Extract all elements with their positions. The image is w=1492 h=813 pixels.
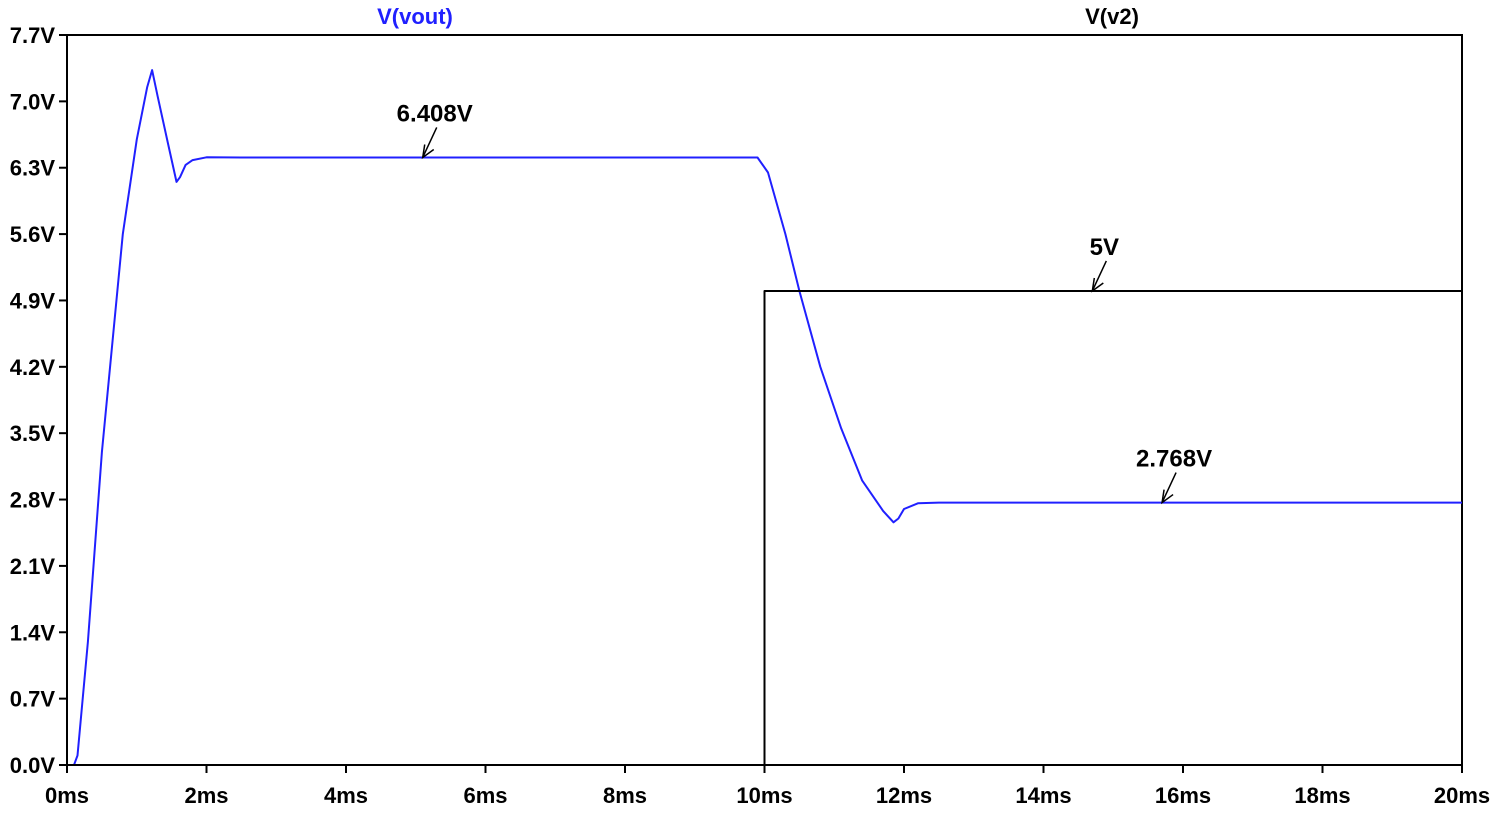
y-axis: 0.0V 0.7V 1.4V 2.1V 2.8V 3.5V 4.2V 4.9V 5.6V 6.3V…: [10, 23, 67, 778]
x-tick-label: 14ms: [1015, 783, 1071, 808]
annotation-arrowhead: [421, 144, 435, 160]
annotation-label: 6.408V: [397, 100, 473, 127]
y-tick-label: 3.5V: [10, 421, 56, 446]
annotation-arrow: [1161, 472, 1177, 503]
x-tick-label: 12ms: [876, 783, 932, 808]
x-tick-label: 2ms: [184, 783, 228, 808]
y-tick-label: 5.6V: [10, 222, 56, 247]
legend-series-v2[interactable]: V(v2): [1085, 4, 1139, 29]
annotation-arrow: [422, 127, 438, 158]
y-tick-label: 6.3V: [10, 156, 56, 181]
x-tick-label: 10ms: [736, 783, 792, 808]
x-tick-label: 16ms: [1155, 783, 1211, 808]
y-tick-label: 2.8V: [10, 488, 56, 513]
x-tick-label: 0ms: [45, 783, 89, 808]
y-tick-label: 0.0V: [10, 753, 56, 778]
y-tick-label: 7.0V: [10, 89, 56, 114]
annotations-layer: 6.408V 5V 2.768V: [397, 100, 1212, 505]
value-annotation: 6.408V: [397, 100, 473, 160]
annotation-label: 2.768V: [1136, 446, 1212, 473]
series-line-vout[interactable]: [67, 69, 1462, 766]
legend-series-vout[interactable]: V(vout): [377, 4, 453, 29]
series-layer: [67, 69, 1462, 766]
annotation-arrowhead: [1091, 277, 1104, 293]
x-tick-label: 18ms: [1294, 783, 1350, 808]
y-tick-label: 4.9V: [10, 288, 56, 313]
value-annotation: 2.768V: [1136, 446, 1212, 505]
x-tick-label: 4ms: [324, 783, 368, 808]
x-tick-label: 20ms: [1434, 783, 1490, 808]
annotation-arrowhead: [1161, 489, 1174, 505]
y-tick-label: 0.7V: [10, 687, 56, 712]
y-tick-label: 2.1V: [10, 554, 56, 579]
series-line-v2[interactable]: [67, 290, 1462, 766]
annotation-arrow: [1091, 260, 1108, 292]
y-tick-label: 7.7V: [10, 23, 56, 48]
annotation-label: 5V: [1090, 234, 1119, 261]
x-axis: 0ms 2ms 4ms 6ms 8ms 10ms 12ms 14ms 16ms 18ms 20ms: [45, 765, 1490, 808]
x-tick-label: 6ms: [463, 783, 507, 808]
y-tick-label: 4.2V: [10, 355, 56, 380]
value-annotation: 5V: [1090, 234, 1119, 293]
x-tick-label: 8ms: [603, 783, 647, 808]
y-tick-label: 1.4V: [10, 620, 56, 645]
